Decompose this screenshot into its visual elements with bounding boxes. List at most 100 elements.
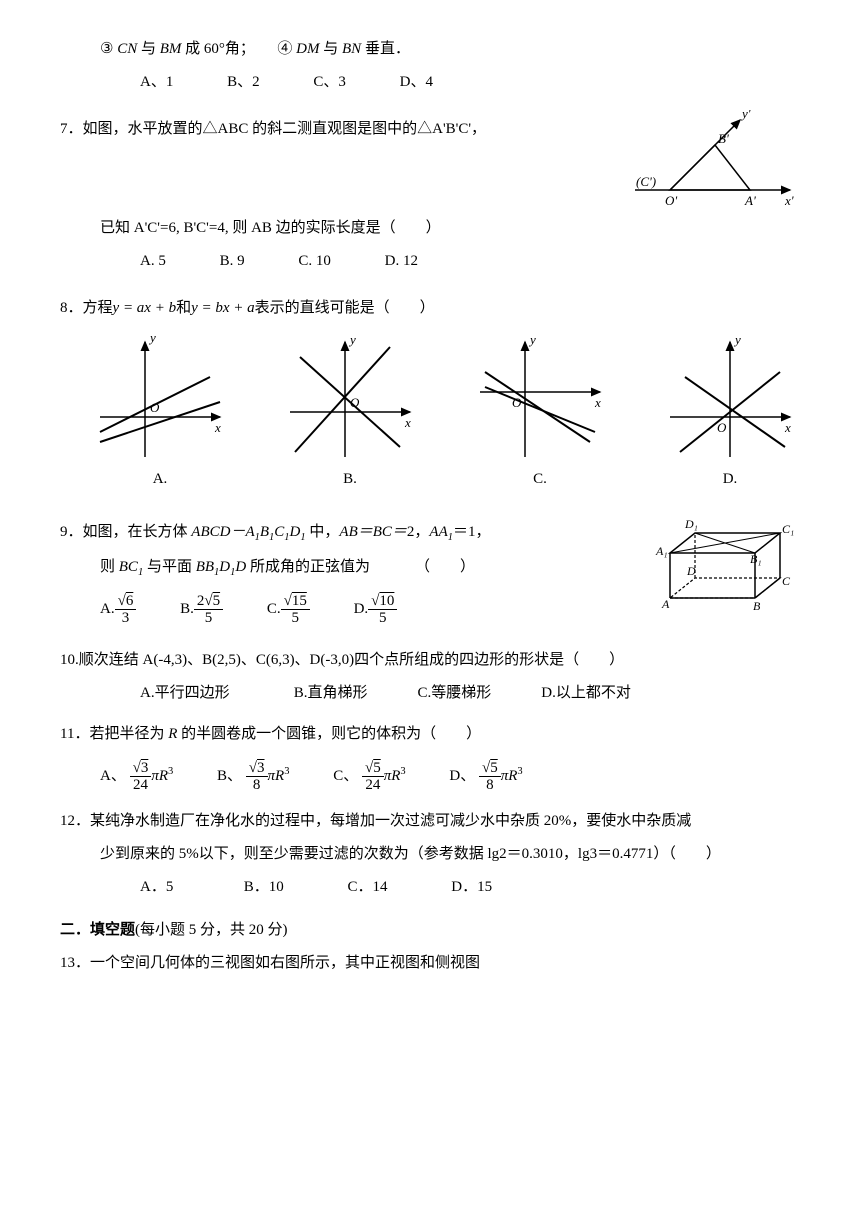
label-x: x' [784, 193, 794, 208]
sub: (每小题 5 分，共 20 分) [135, 922, 288, 938]
text: ③ [100, 41, 117, 57]
text: 中， [306, 524, 340, 540]
q7-given: 已知 A'C'=6, B'C'=4, 则 AB 边的实际长度是（ ） [60, 215, 610, 242]
svg-text:A₁: A₁ [655, 544, 668, 558]
q9-num: 9． [60, 524, 83, 540]
text: BC1 [119, 559, 143, 575]
svg-text:O: O [350, 395, 360, 410]
text: ＝1， [453, 524, 491, 540]
svg-text:y: y [733, 332, 741, 347]
option-c: C.等腰梯形 [418, 680, 538, 707]
option-a: A. 5 [140, 248, 166, 275]
label: A. [90, 466, 230, 493]
q8-fig-d: y x O D. [660, 332, 800, 493]
text: 垂直． [361, 41, 410, 57]
svg-text:x: x [594, 395, 601, 410]
text: AB＝BC＝ [339, 524, 407, 540]
q13-num: 13． [60, 955, 90, 971]
section2-title: 二．填空题(每小题 5 分，共 20 分) [60, 917, 800, 944]
option-a: A、1 [140, 69, 173, 96]
text: BN [342, 41, 361, 57]
text: 如图，在长方体 [83, 524, 192, 540]
text: 某纯净水制造厂在净化水的过程中，每增加一次过滤可减少水中杂质 20%，要使水中杂… [90, 813, 691, 829]
opt-d: D、 [449, 768, 475, 784]
q12-options: A．5 B．10 C．14 D．15 [60, 874, 800, 901]
option-d: D、4 [400, 69, 433, 96]
svg-text:x: x [404, 415, 411, 430]
option-b: B、2 [227, 69, 260, 96]
text: 则 [100, 559, 119, 575]
svg-text:y: y [148, 332, 156, 345]
svg-text:x: x [214, 420, 221, 435]
label-b: B' [718, 131, 729, 146]
option-b: B.直角梯形 [294, 680, 414, 707]
label-a: A' [744, 193, 756, 208]
q10: 10.顺次连结 A(-4,3)、B(2,5)、C(6,3)、D(-3,0)四个点… [60, 647, 800, 707]
svg-text:O: O [150, 400, 160, 415]
text: 若把半径为 [89, 726, 168, 742]
title: 二．填空题 [60, 922, 135, 938]
eq: y = bx + a [191, 300, 255, 316]
option-c: C、3 [313, 69, 346, 96]
q6-options: A、1 B、2 C、3 D、4 [60, 69, 800, 96]
svg-text:B₁: B₁ [750, 552, 762, 566]
option-d: D．15 [451, 874, 492, 901]
q12-num: 12． [60, 813, 90, 829]
opt-d: D. [354, 601, 369, 617]
option-d: D.以上都不对 [541, 680, 631, 707]
option-b: B．10 [244, 874, 344, 901]
label: C. [470, 466, 610, 493]
option-c: C．14 [348, 874, 448, 901]
label: D. [660, 466, 800, 493]
q12: 12．某纯净水制造厂在净化水的过程中，每增加一次过滤可减少水中杂质 20%，要使… [60, 808, 800, 901]
option-a: A．5 [140, 874, 240, 901]
text: ABCD－A1B1C1D1 [191, 524, 305, 540]
label-y: y' [740, 110, 751, 121]
text: CN [117, 41, 137, 57]
q7-text: 如图，水平放置的△ABC 的斜二测直观图是图中的△A'B'C'， [83, 121, 487, 137]
text: BB1D1D [196, 559, 247, 575]
q7-num: 7． [60, 121, 83, 137]
svg-text:C₁: C₁ [782, 522, 794, 536]
q8-fig-c: y x O C. [470, 332, 610, 493]
svg-text:O: O [717, 420, 727, 435]
svg-text:B: B [753, 599, 761, 613]
text: R [168, 726, 177, 742]
eq: y = ax + b [113, 300, 177, 316]
text: 方程 [83, 300, 113, 316]
opt-a: A. [100, 601, 115, 617]
text: 所成角的正弦值为 [246, 559, 370, 575]
option-a: A.平行四边形 [140, 680, 290, 707]
q10-text: 顺次连结 A(-4,3)、B(2,5)、C(6,3)、D(-3,0)四个点所组成… [79, 652, 624, 668]
svg-text:D₁: D₁ [684, 517, 698, 531]
svg-text:O: O [512, 395, 522, 410]
q8-figures: y x O A. y x O B. y x O C. [90, 332, 800, 493]
text: BM [160, 41, 182, 57]
q8-fig-a: y x O A. [90, 332, 230, 493]
text: 与 [320, 41, 343, 57]
text: 与平面 [143, 559, 196, 575]
q11: 11．若把半径为 R 的半圆卷成一个圆锥，则它的体积为（ ） A、 √324πR… [60, 721, 800, 794]
text: ④ [277, 41, 296, 57]
svg-text:y: y [528, 332, 536, 347]
q6-statements: ③ CN 与 BM 成 60°角； ④ DM 与 BN 垂直． [60, 36, 800, 63]
q13-text: 一个空间几何体的三视图如右图所示，其中正视图和侧视图 [90, 955, 480, 971]
opt-c: C. [267, 601, 281, 617]
option-d: D. 12 [385, 248, 418, 275]
q8: 8．方程y = ax + b和y = bx + a表示的直线可能是（ ） [60, 295, 800, 322]
text: 的半圆卷成一个圆锥，则它的体积为（ ） [177, 726, 481, 742]
q7-stem: 7．如图，水平放置的△ABC 的斜二测直观图是图中的△A'B'C'， [60, 116, 610, 143]
text: AA1 [429, 524, 453, 540]
label-o: O' [665, 193, 677, 208]
q9-figure: A B C D A₁ B₁ C₁ D₁ [650, 513, 800, 613]
svg-text:x: x [784, 420, 791, 435]
opt-a: A、 [100, 768, 126, 784]
q11-num: 11． [60, 726, 89, 742]
paren: （ ） [415, 559, 475, 575]
q11-options: A、 √324πR3 B、 √38πR3 C、 √524πR3 D、 √58πR… [60, 760, 800, 794]
opt-b: B、 [217, 768, 242, 784]
text: 成 60°角； [181, 41, 255, 57]
q9: 9．如图，在长方体 ABCD－A1B1C1D1 中，AB＝BC＝2，AA1＝1，… [60, 513, 800, 633]
q8-fig-b: y x O B. [280, 332, 420, 493]
text: 与 [137, 41, 160, 57]
